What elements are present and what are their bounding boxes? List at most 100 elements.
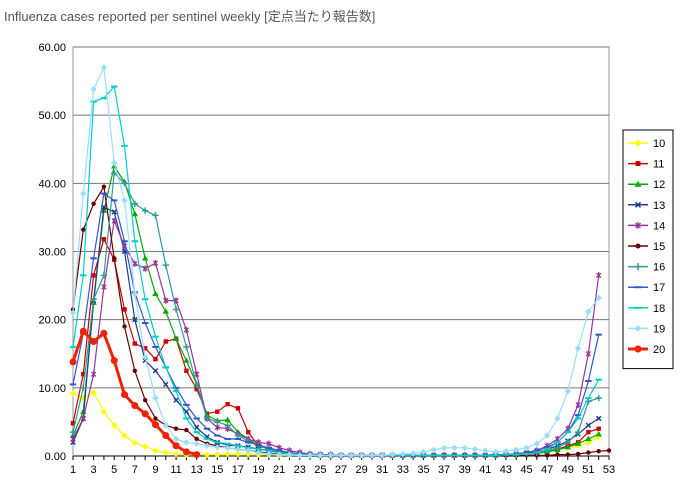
x-tick-label: 47 [541,464,553,476]
data-point [151,421,159,429]
y-tick-label: 60.00 [38,42,66,54]
data-point [141,255,149,261]
legend-label-17: 17 [653,282,665,294]
data-point [317,452,324,459]
data-point [80,384,87,392]
data-point [265,450,273,458]
data-point [203,415,211,422]
data-point [266,440,272,447]
data-point [440,444,448,452]
data-point [337,452,345,459]
x-tick-label: 51 [582,464,594,476]
data-point [224,416,231,423]
x-tick-label: 35 [417,464,429,476]
data-point [203,411,211,418]
data-point [565,452,570,457]
data-point [132,368,138,373]
data-point [172,335,180,341]
legend-label-18: 18 [653,303,665,315]
data-point [131,210,139,217]
data-point [585,308,592,315]
data-point [451,444,458,452]
data-point [596,449,601,454]
data-point [564,439,571,446]
data-point [379,452,386,459]
data-point [162,449,169,456]
data-point [163,297,169,304]
x-tick-label: 5 [111,464,117,476]
x-tick-label: 17 [232,464,244,476]
data-point [533,440,541,447]
data-point [121,391,129,399]
data-point [215,409,220,414]
data-point [224,444,231,452]
x-tick-label: 3 [91,464,97,476]
data-point [389,451,396,458]
data-point [131,290,139,297]
x-tick-label: 27 [335,464,347,476]
data-point [90,86,97,93]
data-point [142,397,148,403]
data-point [163,339,168,344]
data-point [224,422,231,429]
data-point [306,452,314,459]
data-point [544,453,550,458]
data-point [595,294,602,302]
data-point [555,452,560,457]
data-point [184,368,189,373]
data-point [121,432,128,439]
data-point [585,350,592,357]
data-point [575,451,581,457]
data-point [141,443,149,450]
data-point [111,217,117,225]
data-point [81,227,86,232]
legend-label-20: 20 [653,344,665,356]
legend-label-16: 16 [653,262,665,274]
data-point [121,180,128,187]
data-point [90,296,97,303]
data-point [172,435,180,443]
data-point [430,446,437,454]
legend-label-19: 19 [653,323,665,335]
data-point [70,435,76,443]
data-point [141,353,149,361]
legend-marker-12 [634,180,642,187]
data-point [100,272,108,279]
data-point [101,184,107,189]
data-point [172,450,180,458]
data-point [172,306,180,313]
data-point [152,447,159,454]
data-point [574,440,582,446]
data-point [152,290,159,296]
data-point [183,357,190,363]
x-tick-label: 25 [314,464,326,476]
data-point [245,447,252,454]
x-tick-label: 1 [70,464,76,476]
data-point [183,326,190,334]
data-point [596,426,601,431]
x-tick-label: 45 [520,464,532,476]
data-point [564,388,571,395]
data-point [101,283,107,291]
data-point [162,261,169,269]
data-point [111,159,118,167]
data-point [193,440,200,447]
data-point [275,451,283,458]
data-point [193,451,201,459]
data-point [214,451,221,458]
data-point [523,444,530,452]
legend-marker-19 [634,324,642,332]
data-point [80,190,87,197]
data-point [90,389,97,396]
series-20 [69,327,201,459]
data-point [585,422,592,429]
x-tick-label: 29 [355,464,367,476]
x-tick-label: 7 [132,464,138,476]
data-point [193,381,200,388]
data-point [122,307,127,312]
data-point [142,265,148,272]
data-point [183,439,190,446]
data-point [90,337,98,345]
